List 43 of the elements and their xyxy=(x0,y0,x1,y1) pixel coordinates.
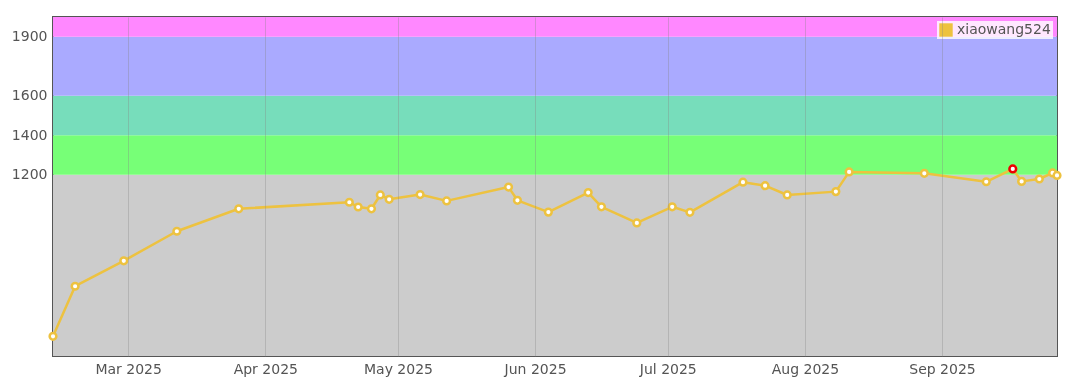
point xyxy=(1052,170,1062,181)
point xyxy=(344,197,354,207)
x-tick-label: Mar 2025 xyxy=(95,360,162,377)
x-tick-label: May 2025 xyxy=(363,360,433,377)
point xyxy=(384,194,394,204)
x-tick-label: Sep 2025 xyxy=(909,360,976,377)
point xyxy=(919,168,929,178)
point xyxy=(512,195,523,205)
x-tick-label: Aug 2025 xyxy=(771,360,840,377)
point xyxy=(415,189,425,200)
point xyxy=(70,281,80,291)
point xyxy=(503,182,514,192)
point xyxy=(844,167,854,177)
x-tick-label: Jul 2025 xyxy=(638,360,697,377)
point xyxy=(119,256,129,266)
point xyxy=(596,202,607,212)
point xyxy=(353,202,363,212)
point xyxy=(667,202,677,212)
point xyxy=(375,190,385,200)
point xyxy=(632,218,642,228)
point xyxy=(685,207,695,217)
y-tick-label: 1600 xyxy=(11,87,48,104)
point xyxy=(738,177,748,187)
point xyxy=(543,207,553,217)
point xyxy=(583,188,593,198)
point xyxy=(1017,176,1027,186)
point xyxy=(782,190,792,200)
point xyxy=(1008,164,1018,174)
y-tick-label: 1200 xyxy=(11,166,48,183)
point xyxy=(48,331,58,341)
y-tick-label: 1400 xyxy=(11,126,48,143)
point xyxy=(234,204,244,214)
x-tick-label: Jun 2025 xyxy=(503,360,567,377)
x-tick-label: Apr 2025 xyxy=(233,360,298,377)
point xyxy=(1034,174,1044,184)
point xyxy=(442,196,452,206)
point xyxy=(981,177,991,187)
point xyxy=(172,226,182,236)
point xyxy=(831,187,841,197)
point xyxy=(366,204,377,214)
point xyxy=(760,181,770,191)
y-tick-label: 1900 xyxy=(11,28,48,45)
legend-label: xiaowang524 xyxy=(957,21,1051,37)
